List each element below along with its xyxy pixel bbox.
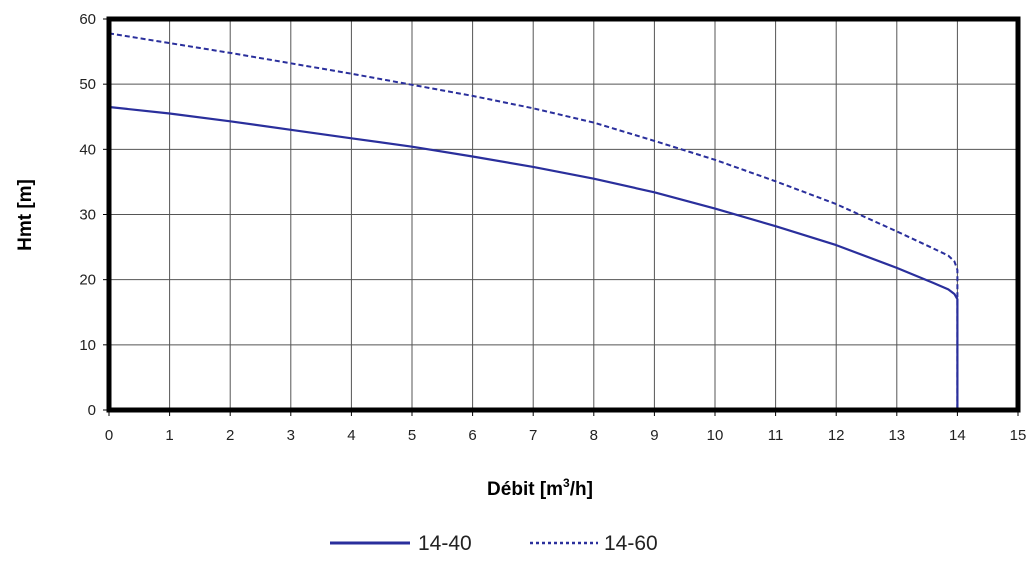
x-tick-label: 6	[468, 427, 476, 444]
legend-label-14-40: 14-40	[418, 532, 472, 555]
x-tick-label: 0	[105, 427, 113, 444]
x-axis-ticks: 0 1 2 3 4 5 6 7 8 9 10 11 12 13 14 15	[105, 410, 1027, 444]
grid	[109, 19, 1018, 410]
x-tick-label: 5	[408, 427, 416, 444]
x-tick-label: 1	[165, 427, 173, 444]
series-layer	[108, 32, 959, 410]
x-tick-label: 3	[287, 427, 295, 444]
y-tick-label: 60	[79, 11, 96, 28]
y-axis-ticks: 0 10 20 30 40 50 60	[79, 11, 109, 419]
legend-label-14-60: 14-60	[604, 532, 658, 555]
x-tick-label: 2	[226, 427, 234, 444]
y-tick-label: 50	[79, 76, 96, 93]
legend: 14-40 14-60	[330, 532, 658, 555]
x-tick-label: 9	[650, 427, 658, 444]
series-line-14-40	[108, 105, 959, 410]
series-line-14-60	[108, 32, 959, 410]
y-tick-label: 20	[79, 272, 96, 289]
y-tick-label: 30	[79, 207, 96, 224]
x-tick-label: 7	[529, 427, 537, 444]
x-tick-label: 13	[888, 427, 905, 444]
x-tick-label: 12	[828, 427, 845, 444]
y-tick-label: 0	[88, 402, 96, 419]
x-tick-label: 11	[768, 427, 784, 444]
x-tick-label: 4	[347, 427, 355, 444]
x-axis-title: Débit [m3/h]	[487, 476, 593, 500]
x-tick-label: 10	[707, 427, 724, 444]
x-tick-label: 14	[949, 427, 966, 444]
x-tick-label: 15	[1010, 427, 1027, 444]
y-tick-label: 40	[79, 141, 96, 158]
y-axis-title: Hmt [m]	[15, 179, 36, 251]
x-tick-label: 8	[590, 427, 598, 444]
y-tick-label: 10	[79, 337, 96, 354]
